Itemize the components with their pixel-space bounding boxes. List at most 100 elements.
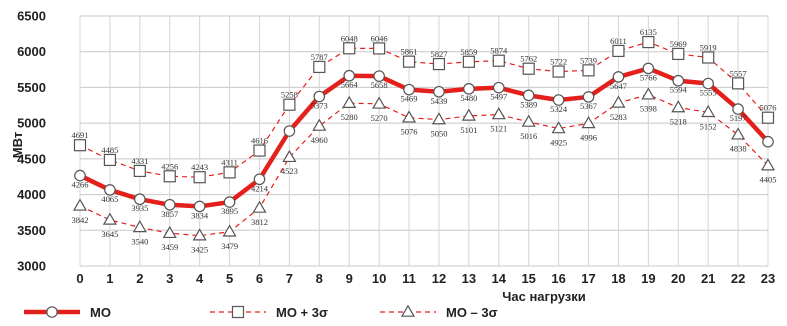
data-label: 3645 xyxy=(101,229,118,239)
data-point-triangle xyxy=(583,117,595,127)
data-point-triangle xyxy=(253,202,265,212)
x-tick-label: 16 xyxy=(551,271,565,286)
data-label: 6135 xyxy=(640,27,657,37)
data-label: 4214 xyxy=(251,183,269,193)
series-line-square xyxy=(80,42,768,177)
data-label: 5367 xyxy=(580,101,597,111)
y-tick-label: 5000 xyxy=(17,116,46,131)
data-label: 5280 xyxy=(341,112,358,122)
data-point-square xyxy=(254,145,265,156)
data-point-square xyxy=(733,78,744,89)
x-tick-label: 5 xyxy=(226,271,233,286)
data-label: 3857 xyxy=(161,209,178,219)
y-tick-label: 4000 xyxy=(17,187,46,202)
data-label: 5398 xyxy=(640,104,657,114)
data-point-square xyxy=(194,172,205,183)
x-tick-label: 7 xyxy=(286,271,293,286)
data-label: 5919 xyxy=(700,43,717,53)
data-point-triangle xyxy=(612,97,624,107)
legend-label: МО + 3σ xyxy=(276,305,328,320)
data-label: 4331 xyxy=(131,156,148,166)
data-label: 3425 xyxy=(191,245,208,255)
data-point-triangle xyxy=(313,120,325,130)
data-label: 4523 xyxy=(281,166,298,176)
series-line-circle xyxy=(80,68,768,206)
data-label: 5101 xyxy=(460,125,477,135)
data-label: 5389 xyxy=(520,99,537,109)
data-label: 3842 xyxy=(72,215,89,225)
data-point-square xyxy=(404,56,415,67)
data-label: 5283 xyxy=(610,112,627,122)
data-point-square xyxy=(583,65,594,76)
data-label: 5827 xyxy=(430,49,447,59)
data-label: 4266 xyxy=(72,180,89,190)
x-tick-label: 22 xyxy=(731,271,745,286)
legend-marker-square xyxy=(233,307,244,318)
legend-marker-triangle xyxy=(402,306,414,316)
data-point-square xyxy=(523,63,534,74)
x-tick-label: 20 xyxy=(671,271,685,286)
x-tick-label: 2 xyxy=(136,271,143,286)
data-label: 5016 xyxy=(520,131,537,141)
data-label: 3459 xyxy=(161,242,178,252)
data-label: 5218 xyxy=(670,117,687,127)
y-tick-label: 5500 xyxy=(17,80,46,95)
data-label: 5270 xyxy=(371,113,388,123)
data-label: 5480 xyxy=(460,93,477,103)
data-point-square xyxy=(553,66,564,77)
data-label: 3834 xyxy=(191,210,209,220)
data-label: 5762 xyxy=(520,54,537,64)
data-point-triangle xyxy=(134,221,146,231)
x-tick-label: 11 xyxy=(402,271,416,286)
data-label: 5152 xyxy=(700,121,717,131)
data-point-square xyxy=(164,171,175,182)
data-point-square xyxy=(673,48,684,59)
data-label: 5722 xyxy=(550,57,567,67)
data-label: 4256 xyxy=(161,161,178,171)
data-label: 4838 xyxy=(730,144,747,154)
data-label: 5373 xyxy=(311,101,328,111)
data-point-triangle xyxy=(343,97,355,107)
data-point-square xyxy=(463,56,474,67)
x-tick-label: 18 xyxy=(611,271,625,286)
data-point-triangle xyxy=(732,129,744,139)
data-label: 3479 xyxy=(221,241,238,251)
y-tick-label: 3000 xyxy=(17,259,46,274)
x-tick-label: 21 xyxy=(701,271,715,286)
data-label: 5647 xyxy=(610,81,627,91)
data-label: 6046 xyxy=(371,33,388,43)
data-label: 4616 xyxy=(251,136,268,146)
x-axis-title: Час нагрузки xyxy=(502,289,586,304)
data-label: 4960 xyxy=(311,135,328,145)
x-tick-label: 15 xyxy=(521,271,535,286)
data-label: 5739 xyxy=(580,55,597,65)
x-tick-label: 23 xyxy=(761,271,775,286)
data-label: 5050 xyxy=(430,129,447,139)
data-point-triangle xyxy=(642,89,654,99)
data-label: 4065 xyxy=(101,194,118,204)
x-tick-label: 0 xyxy=(76,271,83,286)
data-label: 5439 xyxy=(430,96,447,106)
data-point-triangle xyxy=(433,113,445,123)
data-label: 5787 xyxy=(311,52,328,62)
series-line-triangle xyxy=(80,95,768,236)
data-label: 4925 xyxy=(550,138,567,148)
x-tick-label: 14 xyxy=(492,271,507,286)
data-label: 5557 xyxy=(730,68,747,78)
x-tick-label: 17 xyxy=(581,271,595,286)
legend: МО МО + 3σ МО – 3σ xyxy=(24,305,498,320)
data-point-square xyxy=(374,43,385,54)
y-tick-label: 6500 xyxy=(17,9,46,24)
data-label: 4405 xyxy=(760,175,777,185)
data-point-square xyxy=(75,140,86,151)
data-label: 5324 xyxy=(550,104,568,114)
data-point-square xyxy=(284,99,295,110)
data-label: 4996 xyxy=(580,132,597,142)
data-label: 5497 xyxy=(490,92,507,102)
x-tick-label: 10 xyxy=(372,271,386,286)
data-point-square xyxy=(643,37,654,48)
x-tick-label: 19 xyxy=(641,271,655,286)
data-point-square xyxy=(314,61,325,72)
data-point-triangle xyxy=(523,116,535,126)
